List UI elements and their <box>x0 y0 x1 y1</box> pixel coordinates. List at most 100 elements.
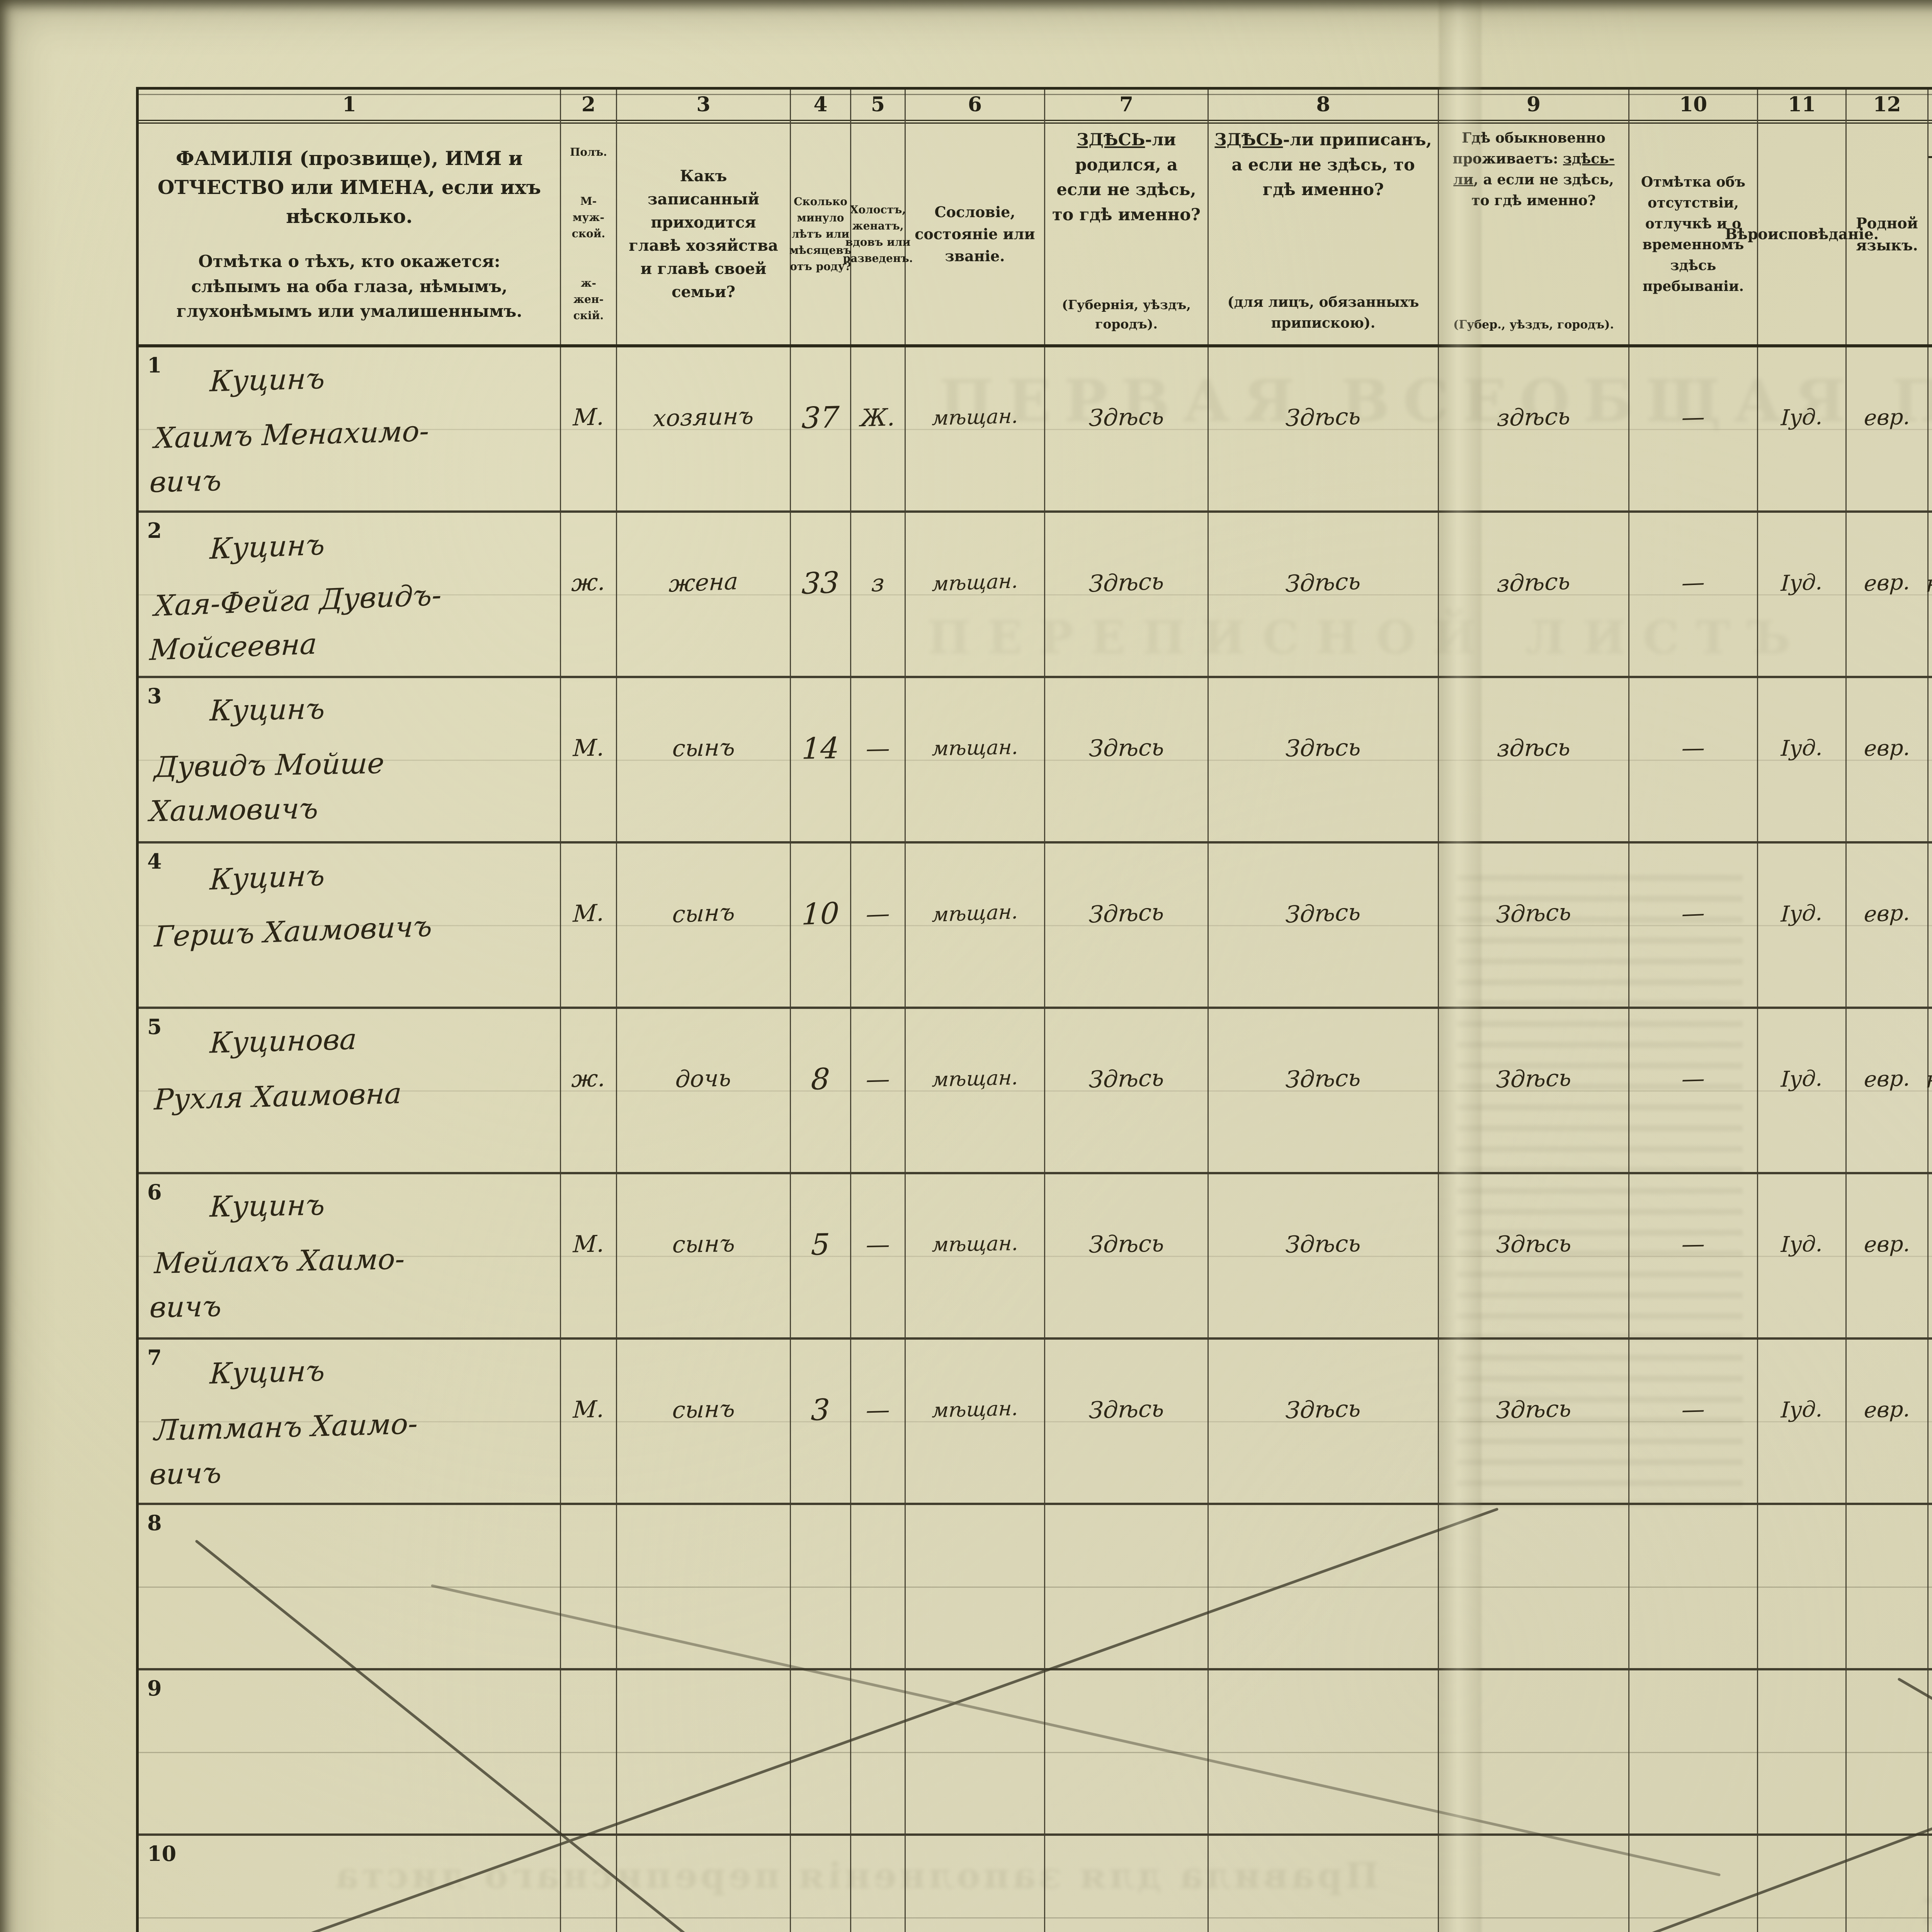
person-cell: 1 Куцинъ Хаимъ Менахимо-вичъ <box>139 347 561 510</box>
born-value: Здѣсь <box>1088 1230 1165 1259</box>
sex-value: ж. <box>571 1065 606 1093</box>
person-name-line: Куцинъ <box>209 1354 326 1391</box>
religion-value: Іуд. <box>1780 404 1823 430</box>
registered-cell: Здѣсь <box>1209 1009 1439 1172</box>
registered-cell: Здѣсь <box>1209 844 1439 1007</box>
residence-value: здѣсь <box>1496 734 1571 762</box>
marital-cell: — <box>851 844 906 1007</box>
residence-value: Здѣсь <box>1495 898 1572 929</box>
language-value: евр. <box>1863 1231 1911 1257</box>
header-estate-text: Сословіе, состояніе или званіе. <box>915 203 1035 265</box>
marital-value: — <box>865 1395 891 1424</box>
religion-cell: Іуд. <box>1758 513 1847 676</box>
born-cell: Здѣсь <box>1045 1009 1209 1172</box>
residence-cell: здѣсь <box>1439 513 1629 676</box>
header-col-estate: 6 Сословіе, состояніе или званіе. <box>906 90 1045 344</box>
religion-cell: Іуд. <box>1758 347 1847 510</box>
age-cell: 33 <box>791 513 851 676</box>
age-value: 14 <box>801 730 840 766</box>
relation-value: жена <box>668 568 739 598</box>
marital-value: — <box>865 1230 891 1259</box>
religion-cell <box>1758 1505 1847 1668</box>
table-row: 7 Куцинъ Литманъ Хаимо-вичъ М. сынъ 3— мѣщан. З… <box>139 1340 1932 1505</box>
religion-cell <box>1758 1836 1847 1932</box>
religion-cell: Іуд. <box>1758 1174 1847 1337</box>
age-cell: 14 <box>791 678 851 841</box>
born-cell <box>1045 1505 1209 1668</box>
reads-cell: нѣтъ <box>1925 1009 1932 1172</box>
marital-cell: Ж. <box>851 347 906 510</box>
header-sex-female: ж-жен-скій. <box>573 277 604 322</box>
header-religion-text: Вѣроисповѣданіе. <box>1725 225 1879 243</box>
born-value: Здѣсь <box>1088 403 1165 432</box>
age-cell: 10 <box>791 844 851 1007</box>
estate-cell: мѣщан. <box>906 1340 1045 1503</box>
marital-value: з <box>871 568 885 597</box>
relation-cell: дочь <box>617 1009 791 1172</box>
language-cell <box>1847 1505 1929 1668</box>
sex-cell: М. <box>561 347 617 510</box>
residence-cell: Здѣсь <box>1439 844 1629 1007</box>
language-cell: евр. <box>1847 513 1929 676</box>
language-cell: евр. <box>1847 844 1929 1007</box>
estate-value: мѣщан. <box>931 900 1019 927</box>
person-name-line: Хаимовичъ <box>149 792 319 828</box>
person-name-line: Куцинъ <box>209 362 326 398</box>
estate-cell: мѣщан. <box>906 678 1045 841</box>
born-value: Здѣсь <box>1088 568 1165 598</box>
registered-cell: Здѣсь <box>1209 678 1439 841</box>
marital-cell: — <box>851 678 906 841</box>
age-cell: 5 <box>791 1174 851 1337</box>
relation-cell: сынъ <box>617 1174 791 1337</box>
born-cell <box>1045 1836 1209 1932</box>
language-cell: евр. <box>1847 347 1929 510</box>
person-name-line: Дувидъ Мойше <box>153 747 385 784</box>
col-number: 7 <box>1045 90 1208 124</box>
col-number: 12 <box>1847 90 1927 124</box>
born-cell <box>1045 1670 1209 1833</box>
relation-cell <box>617 1836 791 1932</box>
person-cell: 8 <box>139 1505 561 1668</box>
language-value: евр. <box>1863 1396 1911 1423</box>
language-value: евр. <box>1863 1065 1911 1092</box>
table-row: 4 Куцинъ Гершъ Хаимовичъ М. сынъ 10 — мѣщан. Здѣ… <box>139 844 1932 1009</box>
marital-value: Ж. <box>860 403 896 432</box>
col-number: 6 <box>906 90 1044 124</box>
age-cell <box>791 1836 851 1932</box>
sex-value: М. <box>572 1230 605 1258</box>
registered-cell <box>1209 1670 1439 1833</box>
person-name-line: вичъ <box>149 1290 222 1325</box>
col-number: 10 <box>1629 90 1757 124</box>
header-name-note: Отмѣтка о тѣхъ, кто окажется: слѣпымъ на… <box>176 252 522 321</box>
religion-cell: Іуд. <box>1758 844 1847 1007</box>
registered-value: Здѣсь <box>1285 568 1362 598</box>
residence-value: здѣсь <box>1496 568 1571 598</box>
estate-cell: мѣщан. <box>906 513 1045 676</box>
reads-cell: да <box>1929 678 1932 841</box>
table-row: 1012 <box>139 1836 1932 1932</box>
person-name-line: Куцинъ <box>209 528 326 566</box>
reads-cell <box>1929 1670 1932 1833</box>
sex-cell <box>561 1836 617 1932</box>
marital-cell: — <box>851 1340 906 1503</box>
row-number: 6 <box>147 1180 162 1204</box>
language-cell: евр. <box>1847 1174 1929 1337</box>
registered-value: Здѣсь <box>1285 1395 1362 1424</box>
estate-value: мѣщан. <box>931 405 1019 430</box>
header-residence-text: , а если не здѣсь, то гдѣ именно? <box>1471 172 1614 209</box>
table-body: 1 Куцинъ Хаимъ Менахимо-вичъ М. хозяинъ 37 Ж. м… <box>139 347 1932 1932</box>
sex-cell: М. <box>561 1340 617 1503</box>
person-name-line: Куцинъ <box>209 692 326 728</box>
header-literacy-title: Грамотность. <box>1929 124 1932 158</box>
language-value: евр. <box>1863 404 1911 431</box>
residence-value: Здѣсь <box>1495 1230 1572 1259</box>
registered-value: Здѣсь <box>1285 1230 1362 1259</box>
table-row: 6 Куцинъ Мейлахъ Хаимо-вичъ М. сынъ 5 — мѣщан. З… <box>139 1174 1932 1340</box>
marital-cell <box>851 1836 906 1932</box>
estate-value: мѣщан. <box>931 569 1019 596</box>
relation-cell: сынъ <box>617 678 791 841</box>
estate-cell: мѣщан. <box>906 347 1045 510</box>
age-value: 8 <box>810 1061 831 1097</box>
estate-cell: мѣщан. <box>906 1174 1045 1337</box>
